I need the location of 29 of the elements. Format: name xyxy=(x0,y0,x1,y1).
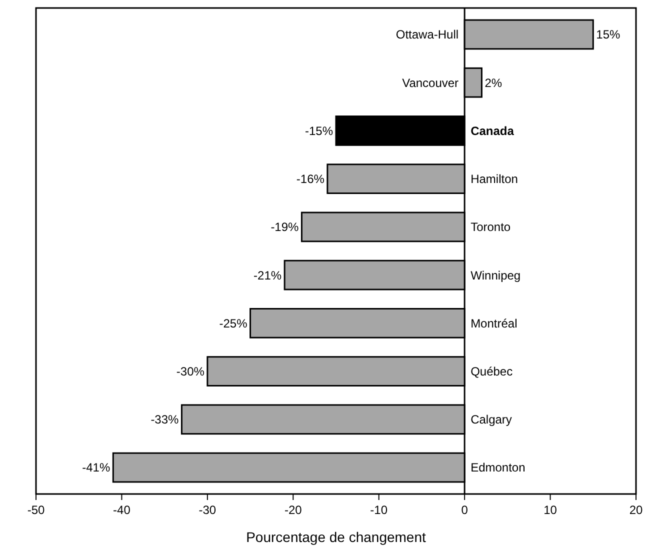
data-label: -16% xyxy=(296,172,325,186)
y-tick-label: Vancouver xyxy=(402,76,459,90)
x-tick-label: -50 xyxy=(27,503,45,517)
x-axis-title: Pourcentage de changement xyxy=(246,529,426,545)
data-label: -41% xyxy=(82,460,110,475)
y-tick-label: Montréal xyxy=(470,316,518,330)
x-tick-label: -20 xyxy=(284,503,302,517)
x-tick-label: -30 xyxy=(198,503,216,517)
y-tick-label: Edmonton xyxy=(470,460,526,475)
y-tick-label: Ottawa-Hull xyxy=(396,28,459,42)
data-label: 15% xyxy=(596,28,620,42)
data-label: -15% xyxy=(304,124,334,138)
y-tick-label: Canada xyxy=(470,124,514,138)
data-label: -21% xyxy=(254,268,282,282)
x-tick-label: 0 xyxy=(461,503,468,517)
data-label: 2% xyxy=(484,76,502,90)
data-label: -19% xyxy=(270,220,300,234)
y-tick-label: Winnipeg xyxy=(470,268,521,282)
data-label: -30% xyxy=(176,364,205,378)
y-tick-label: Calgary xyxy=(470,412,512,427)
x-tick-label: 10 xyxy=(544,503,558,517)
data-label: -25% xyxy=(219,316,248,330)
y-tick-label: Toronto xyxy=(470,220,511,234)
data-label: -33% xyxy=(150,412,180,427)
x-tick-label: -40 xyxy=(113,503,131,517)
x-tick-label: -10 xyxy=(370,503,388,517)
y-tick-label: Québec xyxy=(470,364,513,378)
y-tick-label: Hamilton xyxy=(470,172,518,186)
x-tick-label: 20 xyxy=(629,503,643,517)
